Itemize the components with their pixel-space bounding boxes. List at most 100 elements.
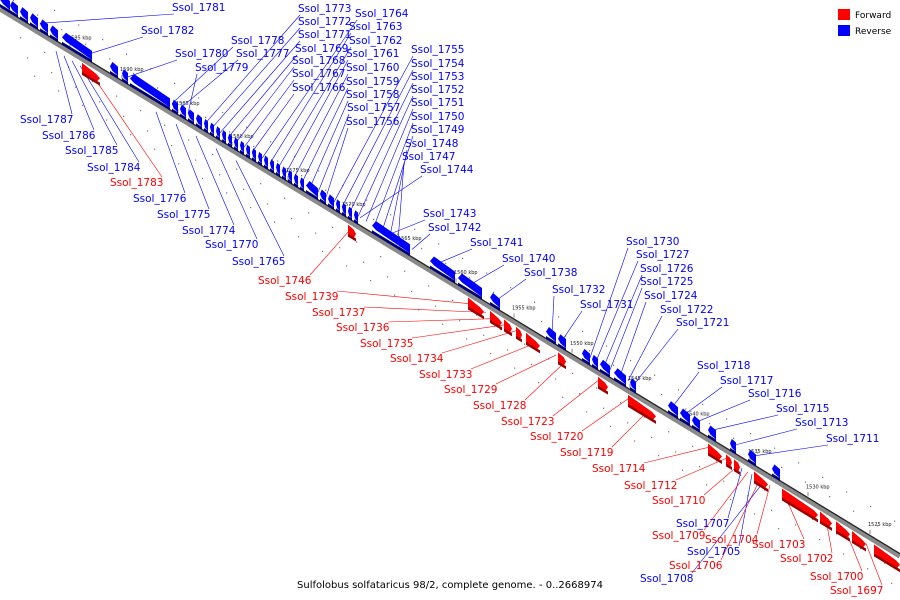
forward-gene-arrow [820,511,832,531]
gene-label: Ssol_1733 [419,369,472,381]
leader-line [441,330,517,354]
guide-dot [610,425,612,428]
gene-label: Ssol_1704 [705,534,759,546]
leader-line [603,274,643,367]
gene-shadow [294,182,298,189]
gene-labels: Ssol_1781Ssol_1782Ssol_1780Ssol_1778Ssol… [20,2,883,597]
guide-dot [483,334,485,336]
gene-label: Ssol_1753 [411,71,464,83]
gene-body [558,334,566,349]
leader-line [756,485,771,535]
tick-label: 1525 kbp [868,522,892,528]
leader-line [703,465,739,496]
leader-line [470,342,537,370]
reverse-gene-arrow [276,162,280,178]
guide-dot [219,174,221,176]
guide-dot [373,218,375,220]
gene-body [708,425,716,440]
guide-dot [877,525,879,527]
gene-label: Ssol_1780 [175,48,228,60]
gene-label: Ssol_1722 [660,304,713,316]
guide-dot [589,350,591,352]
guide-dot [435,305,437,307]
guide-dot [723,480,725,482]
guide-dot [507,349,509,351]
leader-line [435,248,473,265]
gene-label: Ssol_1708 [640,573,693,585]
gene-label: Ssol_1706 [669,560,723,572]
forward-gene-arrow [836,521,850,542]
gene-label: Ssol_1774 [182,225,236,237]
leader-line [349,82,414,212]
gene-shadow [246,153,250,159]
reverse-gene-arrow [62,32,92,63]
reverse-gene-arrow [210,122,214,138]
gene-shadow [342,211,346,218]
gene-body [342,202,346,215]
guide-dot [716,460,718,462]
legend-reverse-label: Reverse [855,27,892,37]
gene-shadow [258,160,262,167]
guide-dot [380,256,382,258]
gene-body [372,221,410,254]
gene-label: Ssol_1703 [752,539,805,551]
reverse-gene-arrow [306,181,318,201]
gene-label: Ssol_1773 [298,3,351,15]
leader-line [317,113,350,193]
gene-body [258,151,262,164]
guide-dot [558,316,560,318]
guide-dot [603,407,605,409]
guide-dot [798,462,800,464]
guide-dot [572,372,574,374]
guide-dot [270,141,272,143]
guide-dot [644,416,646,418]
gene-label: Ssol_1738 [524,267,577,279]
forward-gene-arrow [782,488,818,523]
reverse-gene-arrow [110,61,118,79]
leader-line [695,399,751,423]
gene-shadow [252,157,256,163]
guide-dot [157,87,159,89]
leader-line [39,13,175,24]
reverse-gene-arrow [204,119,208,134]
forward-gene-arrow [874,544,900,573]
guide-dot [253,145,255,148]
gene-label: Ssol_1726 [640,263,694,275]
reverse-gene-arrow [228,133,232,149]
reverse-gene-arrow [600,359,610,378]
guide-dot [404,270,406,272]
gene-shadow [582,357,590,366]
guide-dot [130,134,132,136]
leader-line [301,87,349,183]
guide-dot [92,80,94,83]
gene-label: Ssol_1735 [360,338,413,350]
guide-dot [342,184,344,187]
reverse-gene-arrow [216,126,220,141]
gene-shadow [82,71,100,86]
leader-line [155,111,186,194]
guide-dot [147,130,149,132]
gene-body [62,32,92,60]
guide-dot [867,568,869,570]
guide-dot [634,440,636,442]
gene-shadow [348,233,356,242]
gene-body [630,378,636,391]
leader-line [589,247,629,358]
reverse-gene-arrow [680,408,690,427]
gene-body [320,189,326,203]
gene-shadow [122,78,128,85]
gene-label: Ssol_1779 [195,62,248,74]
reverse-gene-arrow [240,140,244,156]
gene-label: Ssol_1744 [420,164,474,176]
reverse-gene-arrow [668,401,678,420]
gene-shadow [180,113,186,121]
gene-shadow [614,377,626,388]
guide-dot [267,203,269,205]
gene-body [180,104,186,118]
gene-shadow [726,463,732,471]
guide-dot [106,119,108,121]
guide-dot [332,226,334,229]
gene-label: Ssol_1715 [776,403,829,415]
guide-dot [51,72,53,74]
leader-line [215,148,258,240]
